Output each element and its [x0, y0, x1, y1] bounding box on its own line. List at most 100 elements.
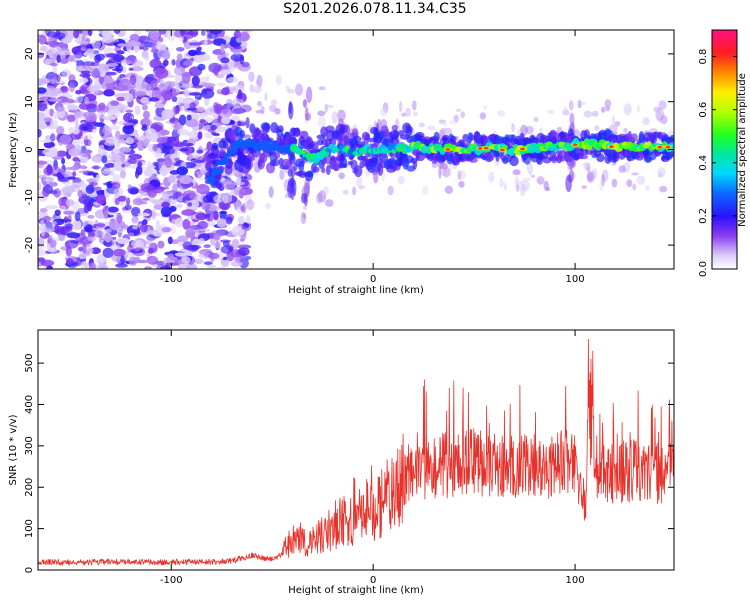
spectrogram-cell — [148, 247, 154, 254]
spectrogram-cell — [256, 74, 263, 88]
spectrogram-cell — [179, 30, 186, 36]
spectrogram-cell — [239, 54, 245, 65]
spectrogram-cell — [230, 249, 241, 258]
spectrogram-cell — [68, 82, 75, 93]
spectrogram-cell — [107, 206, 119, 213]
spectrogram-cell — [356, 141, 366, 148]
spectrogram-cell — [102, 126, 112, 135]
spectrogram-cell — [213, 233, 221, 241]
spectrogram-cell — [243, 170, 249, 175]
spectrogram-cell — [189, 225, 202, 230]
spectrogram-cell — [268, 186, 274, 198]
spectrogram-cell — [65, 246, 72, 257]
spectrogram-cell — [569, 112, 575, 126]
spectrogram-cell — [61, 157, 66, 165]
spectrogram-cell — [84, 96, 89, 105]
spectrogram-cell — [171, 95, 178, 103]
spectrogram-cell — [642, 117, 650, 126]
spectrogram-cell — [455, 108, 462, 112]
spectrogram-cell — [53, 188, 61, 198]
spectrogram-cell — [412, 160, 417, 170]
spectrogram-cell — [237, 244, 252, 250]
spectrogram-cell — [141, 126, 148, 131]
spectrogram-cell — [106, 53, 120, 58]
spectrogram-cell — [38, 101, 43, 108]
spectrogram-cell — [216, 218, 227, 228]
spectrogram-cell — [56, 54, 61, 64]
spectrogram-cell — [596, 153, 605, 163]
spectrogram-cell — [298, 150, 307, 155]
spectrogram-cell — [326, 104, 334, 109]
spectrogram-cell — [124, 93, 134, 103]
spectrogram-image — [38, 30, 674, 269]
spectrogram-cell — [393, 129, 399, 140]
spectrogram-cell — [59, 205, 67, 211]
spectrogram-cell — [383, 128, 390, 137]
spectrogram-cell — [38, 169, 42, 176]
spectrogram-cell — [196, 149, 204, 154]
spectrogram-cell — [103, 47, 114, 55]
spectrogram-cell — [358, 185, 366, 190]
spectrogram-cell — [142, 197, 150, 201]
colorbar-tick-label: 0.0 — [698, 261, 709, 277]
spectrogram-cell — [38, 245, 46, 250]
spectrogram-cell — [155, 186, 169, 190]
spectrogram-cell — [611, 115, 616, 128]
spectrogram-cell — [222, 140, 229, 149]
spectrogram-cell — [227, 76, 239, 84]
spectrogram-cell — [442, 166, 451, 178]
spectrogram-cell — [98, 102, 106, 111]
spectrogram-cell — [213, 38, 227, 46]
spectrogram-cell — [69, 240, 80, 244]
spectrogram-cell — [533, 116, 539, 123]
spectrogram-cell — [418, 122, 425, 128]
spectrogram-cell — [238, 247, 250, 256]
spectrogram-cell — [40, 219, 45, 229]
spectrogram-cell — [659, 185, 668, 193]
spectrogram-cell — [238, 215, 245, 225]
spectrogram-cell — [343, 135, 351, 146]
spectrogram-cell — [107, 63, 119, 67]
spectrogram-cell — [187, 202, 193, 207]
spectrogram-cell — [208, 252, 220, 260]
spectrogram-cell — [632, 183, 637, 191]
spectrogram-cell — [167, 236, 173, 245]
spectrogram-cell — [68, 55, 75, 62]
spectrogram-cell — [130, 66, 144, 72]
spectrogram-cell — [128, 67, 134, 71]
spectrogram-cell — [449, 135, 457, 143]
spectrogram-cell — [268, 104, 277, 113]
spectrogram-cell — [107, 153, 122, 161]
spectrogram-cell — [399, 101, 403, 113]
spectrogram-cell — [135, 165, 143, 176]
spectrogram-cell — [165, 74, 175, 78]
spectrogram-cell — [58, 197, 67, 207]
spectrogram-cell — [87, 236, 96, 242]
spectrogram-cell — [139, 200, 148, 205]
spectrogram-cell — [586, 171, 595, 183]
spectrogram-cell — [295, 83, 303, 96]
spectrogram-cell — [122, 124, 135, 135]
spectrogram-cell — [186, 114, 192, 121]
spectrogram-cell — [82, 243, 87, 254]
spectrogram-cell — [122, 122, 134, 126]
spectrogram-cell — [50, 119, 59, 129]
spectrogram-cell — [201, 30, 206, 36]
spectrogram-cell — [407, 126, 413, 133]
spectrogram-cell — [477, 147, 483, 150]
spectrogram-cell — [116, 50, 125, 55]
spectrogram-cell — [234, 186, 246, 197]
spectrogram-cell — [305, 86, 313, 104]
spectrogram-cell — [457, 170, 466, 181]
spectrogram-cell — [483, 105, 487, 110]
spectrogram-cell — [87, 129, 93, 133]
spectrogram-cell — [578, 101, 586, 106]
spectrogram-cell — [216, 53, 221, 61]
spectrogram-cell — [151, 199, 166, 205]
spectrogram-cell — [38, 181, 42, 192]
colorbar-tick-label: 0.6 — [698, 102, 709, 118]
spectrogram-cell — [101, 81, 115, 91]
y-tick-label: 0 — [24, 146, 35, 152]
spectrogram-cell — [239, 130, 245, 138]
spectrogram-cell — [81, 86, 90, 93]
